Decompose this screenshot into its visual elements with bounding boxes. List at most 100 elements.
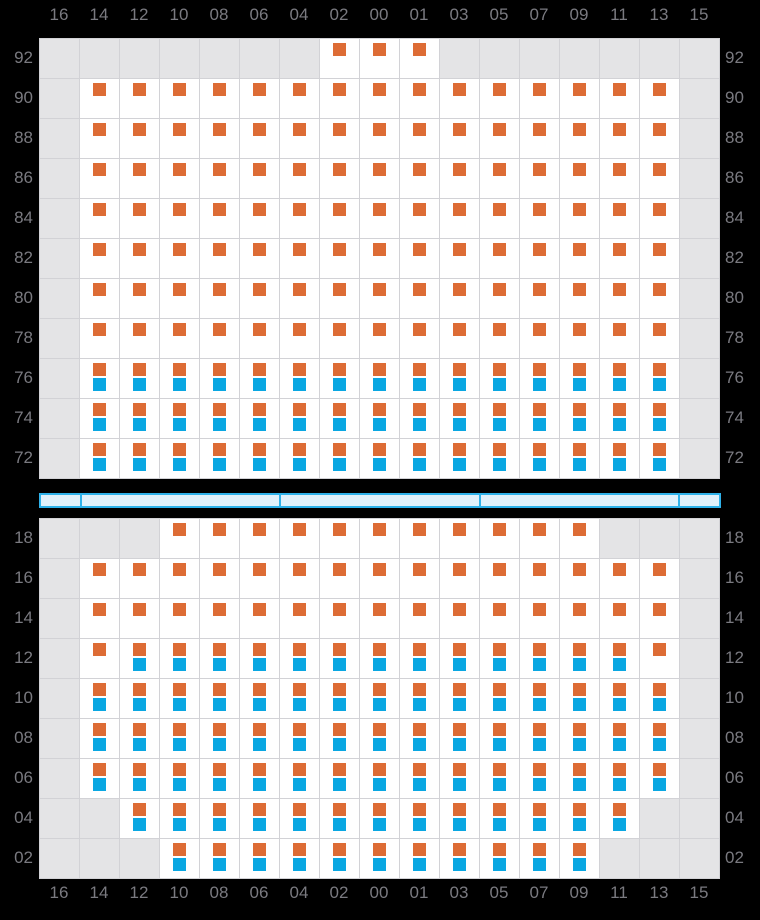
orange-marker[interactable] [293, 163, 306, 176]
orange-marker[interactable] [93, 363, 106, 376]
grid-cell[interactable] [480, 159, 520, 199]
grid-cell[interactable] [480, 519, 520, 559]
grid-cell[interactable] [280, 319, 320, 359]
grid-cell[interactable] [400, 639, 440, 679]
blue-marker[interactable] [493, 698, 506, 711]
grid-cell[interactable] [360, 759, 400, 799]
grid-cell[interactable] [560, 719, 600, 759]
orange-marker[interactable] [173, 83, 186, 96]
orange-marker[interactable] [493, 603, 506, 616]
orange-marker[interactable] [573, 523, 586, 536]
orange-marker[interactable] [573, 443, 586, 456]
blue-marker[interactable] [453, 858, 466, 871]
grid-cell[interactable] [360, 319, 400, 359]
orange-marker[interactable] [253, 563, 266, 576]
grid-cell[interactable] [200, 799, 240, 839]
blue-marker[interactable] [453, 738, 466, 751]
orange-marker[interactable] [573, 643, 586, 656]
grid-cell[interactable] [640, 719, 680, 759]
grid-cell[interactable] [120, 239, 160, 279]
orange-marker[interactable] [253, 523, 266, 536]
grid-cell[interactable] [120, 639, 160, 679]
blue-marker[interactable] [573, 418, 586, 431]
blue-marker[interactable] [213, 418, 226, 431]
grid-cell[interactable] [240, 839, 280, 879]
orange-marker[interactable] [413, 803, 426, 816]
blue-marker[interactable] [133, 698, 146, 711]
orange-marker[interactable] [613, 323, 626, 336]
grid-cell[interactable] [200, 599, 240, 639]
blue-marker[interactable] [93, 778, 106, 791]
orange-marker[interactable] [533, 763, 546, 776]
grid-cell[interactable] [360, 799, 400, 839]
grid-cell[interactable] [360, 119, 400, 159]
grid-cell[interactable] [80, 359, 120, 399]
orange-marker[interactable] [213, 603, 226, 616]
orange-marker[interactable] [213, 763, 226, 776]
orange-marker[interactable] [613, 363, 626, 376]
grid-cell[interactable] [280, 679, 320, 719]
orange-marker[interactable] [93, 723, 106, 736]
orange-marker[interactable] [213, 683, 226, 696]
grid-cell[interactable] [160, 119, 200, 159]
grid-cell[interactable] [200, 119, 240, 159]
grid-cell[interactable] [440, 319, 480, 359]
grid-cell[interactable] [600, 79, 640, 119]
grid-cell[interactable] [80, 79, 120, 119]
blue-marker[interactable] [133, 658, 146, 671]
grid-cell[interactable] [80, 279, 120, 319]
blue-marker[interactable] [253, 858, 266, 871]
orange-marker[interactable] [213, 323, 226, 336]
grid-cell[interactable] [240, 679, 280, 719]
grid-cell[interactable] [520, 559, 560, 599]
orange-marker[interactable] [173, 683, 186, 696]
blue-marker[interactable] [413, 458, 426, 471]
blue-marker[interactable] [213, 818, 226, 831]
blue-marker[interactable] [173, 778, 186, 791]
orange-marker[interactable] [413, 443, 426, 456]
grid-cell[interactable] [520, 159, 560, 199]
grid-cell[interactable] [160, 399, 200, 439]
blue-marker[interactable] [533, 778, 546, 791]
blue-marker[interactable] [373, 818, 386, 831]
orange-marker[interactable] [453, 763, 466, 776]
grid-cell[interactable] [440, 119, 480, 159]
grid-cell[interactable] [360, 199, 400, 239]
orange-marker[interactable] [653, 123, 666, 136]
orange-marker[interactable] [373, 163, 386, 176]
grid-cell[interactable] [80, 639, 120, 679]
blue-marker[interactable] [373, 858, 386, 871]
grid-cell[interactable] [640, 359, 680, 399]
grid-cell[interactable] [240, 199, 280, 239]
grid-cell[interactable] [120, 279, 160, 319]
orange-marker[interactable] [573, 843, 586, 856]
orange-marker[interactable] [533, 363, 546, 376]
orange-marker[interactable] [493, 403, 506, 416]
grid-cell[interactable] [280, 839, 320, 879]
orange-marker[interactable] [173, 843, 186, 856]
orange-marker[interactable] [453, 203, 466, 216]
grid-cell[interactable] [240, 79, 280, 119]
grid-cell[interactable] [560, 239, 600, 279]
orange-marker[interactable] [293, 243, 306, 256]
grid-cell[interactable] [440, 799, 480, 839]
orange-marker[interactable] [333, 443, 346, 456]
orange-marker[interactable] [613, 243, 626, 256]
blue-marker[interactable] [573, 658, 586, 671]
grid-cell[interactable] [320, 799, 360, 839]
grid-cell[interactable] [480, 119, 520, 159]
blue-marker[interactable] [413, 738, 426, 751]
grid-cell[interactable] [280, 439, 320, 479]
orange-marker[interactable] [653, 763, 666, 776]
orange-marker[interactable] [493, 523, 506, 536]
grid-cell[interactable] [160, 439, 200, 479]
orange-marker[interactable] [533, 523, 546, 536]
grid-cell[interactable] [320, 439, 360, 479]
grid-cell[interactable] [440, 279, 480, 319]
orange-marker[interactable] [333, 643, 346, 656]
orange-marker[interactable] [453, 603, 466, 616]
blue-marker[interactable] [293, 818, 306, 831]
grid-cell[interactable] [320, 39, 360, 79]
grid-cell[interactable] [360, 359, 400, 399]
orange-marker[interactable] [253, 123, 266, 136]
